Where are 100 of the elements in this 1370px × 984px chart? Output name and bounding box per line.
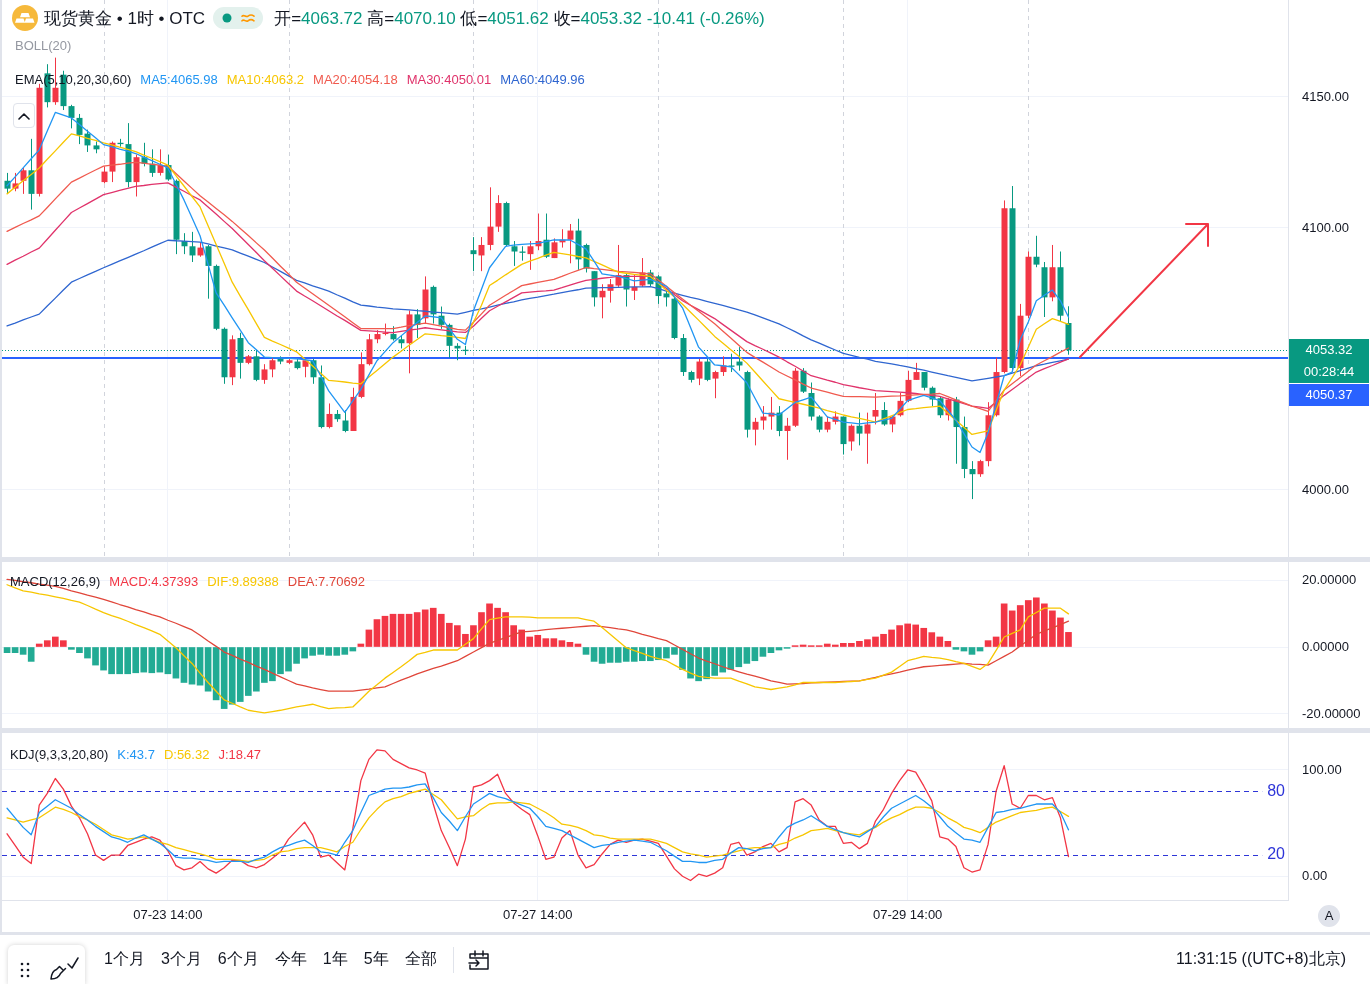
- candlestick: [28, 138, 35, 211]
- bar: [590, 647, 598, 662]
- ref-line-label: 20: [1267, 845, 1286, 863]
- text: 5年: [363, 949, 389, 969]
- y-tick-label: 4100.00: [1302, 219, 1349, 235]
- candlestick: [205, 244, 212, 300]
- bar: [164, 647, 172, 675]
- candlestick: [20, 167, 27, 195]
- candlestick: [599, 283, 606, 319]
- text: MACD:4.37393: [109, 573, 199, 591]
- candlestick: [800, 367, 807, 394]
- text: MA60:4049.96: [500, 71, 585, 89]
- candlestick: [856, 412, 863, 446]
- text: MA30:4050.01: [406, 71, 492, 89]
- candlestick: [269, 357, 276, 378]
- bar: [944, 640, 952, 647]
- bar: [582, 647, 590, 655]
- candlestick: [470, 236, 477, 272]
- candlestick: [712, 370, 719, 399]
- y-tick-label: 4150.00: [1302, 88, 1349, 104]
- ref-line-label: 4053.32: [1305, 341, 1353, 357]
- y-tick-label: 100.00: [1302, 761, 1342, 777]
- candlestick: [68, 104, 75, 129]
- bar: [373, 619, 381, 647]
- candlestick: [696, 358, 703, 386]
- text: 6个月: [217, 949, 259, 969]
- text: 1个月: [104, 949, 145, 969]
- candlestick: [261, 363, 268, 385]
- bar: [3, 647, 11, 654]
- candlestick: [567, 223, 574, 264]
- ref-line-label: 80: [1267, 781, 1286, 799]
- bar: [397, 613, 405, 647]
- candlestick: [704, 358, 711, 382]
- x-tick-label: 07-27 14:00: [503, 907, 573, 923]
- y-tick-label: 4000.00: [1302, 481, 1349, 497]
- candlestick: [527, 240, 534, 271]
- text: 1年: [322, 949, 348, 969]
- text: 现货黄金 • 1时 • OTC: [44, 7, 206, 30]
- bar: [558, 640, 566, 647]
- bar: [598, 647, 606, 664]
- y-tick-label: -20.00000: [1302, 705, 1361, 721]
- x-tick-label: 07-23 14:00: [133, 907, 203, 923]
- bar: [751, 647, 759, 662]
- bar: [767, 647, 775, 654]
- bar: [389, 613, 397, 647]
- candlestick: [478, 236, 485, 272]
- bar: [743, 647, 751, 664]
- text: 00:28:44: [1303, 363, 1355, 379]
- bar: [759, 647, 767, 657]
- bar: [405, 613, 413, 647]
- text: J:18.47: [218, 746, 262, 764]
- y-tick-label: 20.00000: [1302, 571, 1357, 587]
- candlestick: [969, 460, 976, 500]
- candlestick: [189, 231, 196, 263]
- bar: [984, 640, 992, 647]
- y-tick-label: 0.00: [1302, 867, 1328, 883]
- text: DIF:9.89388: [207, 573, 279, 591]
- candlestick: [1033, 235, 1040, 268]
- legend-title: MACD(12,26,9): [10, 573, 101, 591]
- text: 开=4063.72 高=4070.10 低=4051.62 收=4053.32 -10.41 (-0.26%): [274, 8, 765, 28]
- text: D:56.32: [163, 746, 210, 764]
- text: 全部: [404, 949, 437, 969]
- bar: [968, 647, 976, 655]
- bar: [19, 647, 27, 655]
- text: MA20:4054.18: [313, 71, 398, 89]
- text: A: [1318, 905, 1340, 927]
- candlestick: [326, 402, 333, 429]
- candlestick: [776, 405, 783, 437]
- annotation: BOLL(20): [15, 37, 72, 55]
- text: 今年: [274, 949, 307, 969]
- candlestick: [615, 244, 622, 288]
- candlestick: [784, 417, 791, 461]
- text: K:43.7: [117, 746, 155, 764]
- bar: [566, 641, 574, 647]
- candlestick: [487, 186, 494, 251]
- text: MA5:4065.98: [140, 71, 218, 89]
- text: 3个月: [160, 949, 202, 969]
- candlestick: [864, 412, 871, 465]
- bar: [550, 638, 558, 647]
- text: MA10:4063.2: [226, 71, 305, 89]
- ref-line-label: 4050.37: [1305, 386, 1353, 402]
- text: DEA:7.70692: [287, 573, 366, 591]
- candlestick: [752, 417, 759, 446]
- candlestick: [495, 194, 502, 233]
- candlestick: [511, 240, 518, 267]
- candlestick: [921, 371, 928, 391]
- candlestick: [728, 353, 735, 373]
- candlestick: [872, 392, 879, 425]
- legend-title: KDJ(9,3,3,20,80): [10, 746, 109, 764]
- y-tick-label: 0.00000: [1302, 638, 1349, 654]
- bar: [381, 615, 389, 647]
- bar: [413, 612, 421, 647]
- candlestick: [253, 349, 260, 382]
- candlestick: [848, 423, 855, 452]
- x-tick-label: 07-29 14:00: [872, 907, 943, 923]
- bar: [952, 647, 960, 650]
- candlestick: [760, 405, 767, 431]
- bar: [11, 647, 19, 654]
- bar: [606, 647, 614, 663]
- text: 11:31:15 ((UTC+8)北京): [1176, 949, 1346, 969]
